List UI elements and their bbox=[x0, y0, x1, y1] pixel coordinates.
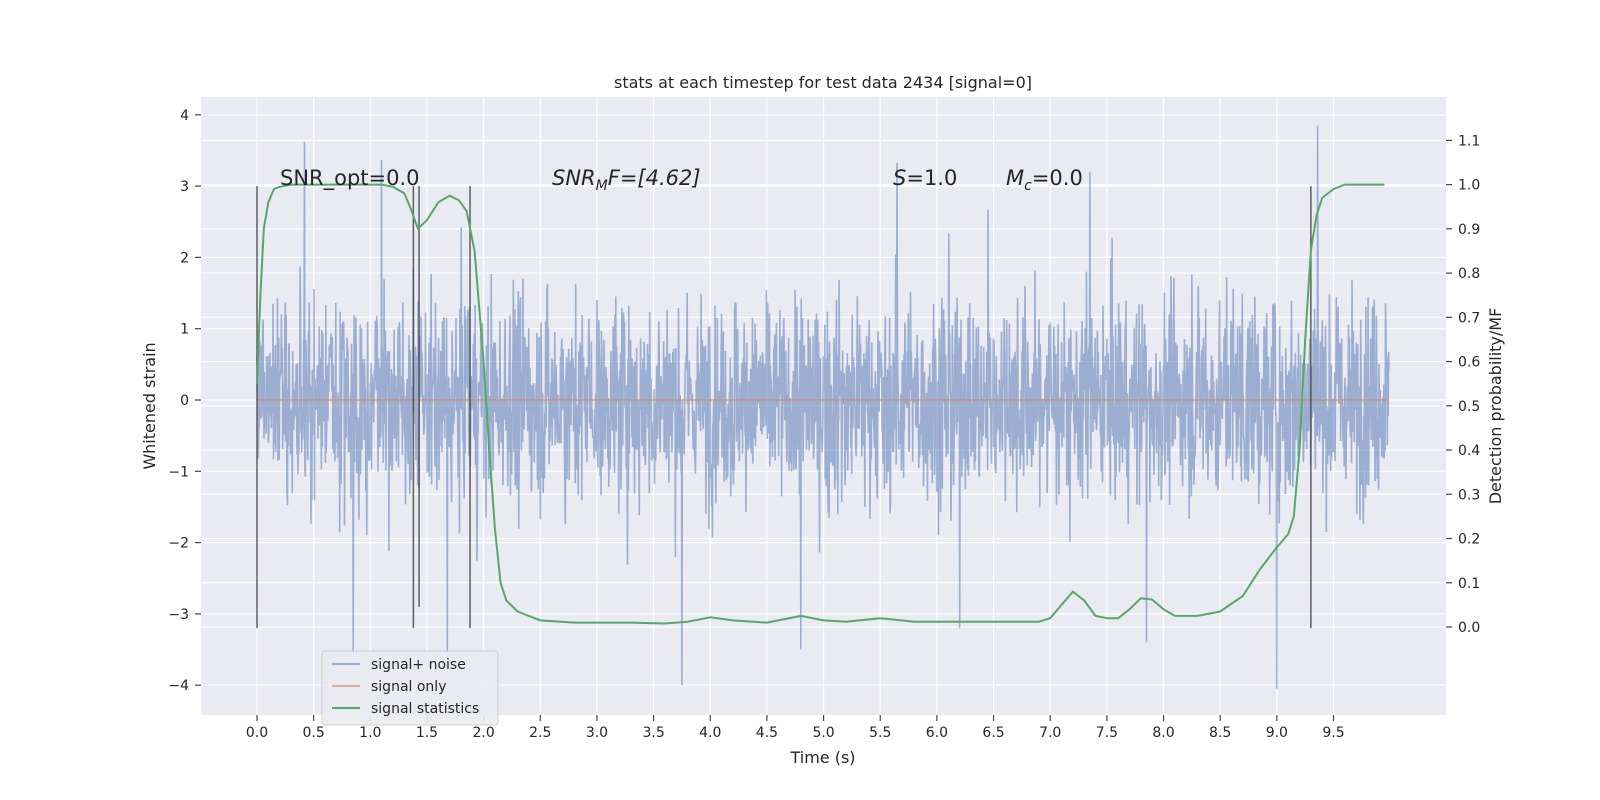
y2-tick-label: 0.4 bbox=[1458, 443, 1480, 459]
annotation-snr-opt: SNR_opt=0.0 bbox=[280, 166, 420, 191]
y-tick-label: 3 bbox=[180, 179, 189, 195]
y2-axis-label: Detection probability/MF bbox=[1486, 308, 1505, 505]
x-tick-label: 1.0 bbox=[359, 725, 381, 741]
y-tick-label: 1 bbox=[180, 322, 189, 338]
x-tick-label: 0.5 bbox=[303, 725, 325, 741]
x-tick-label: 4.5 bbox=[756, 725, 778, 741]
signal-statistics-line bbox=[256, 183, 1385, 625]
legend-label-statistics: signal statistics bbox=[371, 701, 479, 717]
x-tick-label: 0.0 bbox=[246, 725, 268, 741]
y2-tick-label: 1.1 bbox=[1458, 133, 1480, 149]
x-tick-label: 1.5 bbox=[416, 725, 438, 741]
legend: signal+ noise signal only signal statist… bbox=[321, 650, 499, 726]
y2-tick-label: 0.1 bbox=[1458, 576, 1480, 592]
x-tick-label: 6.5 bbox=[982, 725, 1004, 741]
y2-tick-label: 0.2 bbox=[1458, 532, 1480, 548]
signal-plus-noise-line bbox=[256, 125, 1390, 689]
x-tick-label: 8.0 bbox=[1152, 725, 1174, 741]
y2-tick-label: 0.5 bbox=[1458, 399, 1480, 415]
y-tick-label: 4 bbox=[180, 108, 189, 124]
y2-tick-label: 0.3 bbox=[1458, 487, 1480, 503]
legend-label-signal: signal only bbox=[371, 679, 446, 695]
y-tick-label: 2 bbox=[180, 250, 189, 266]
statistics-series bbox=[256, 183, 1385, 625]
chart-title: stats at each timestep for test data 243… bbox=[614, 73, 1032, 92]
x-tick-label: 7.0 bbox=[1039, 725, 1061, 741]
y2-tick-label: 1.0 bbox=[1458, 178, 1480, 194]
x-tick-label: 3.0 bbox=[586, 725, 608, 741]
annotation-snr-mf: SNRMF=[4.62] bbox=[552, 166, 701, 194]
x-tick-label: 6.0 bbox=[926, 725, 948, 741]
axis-ticks: 0.0 0.5 1.0 1.5 2.0 2.5 3.0 3.5 4.0 4.5 5.0 5.5 6.0 6… bbox=[168, 108, 1480, 741]
y2-tick-label: 0.0 bbox=[1458, 620, 1480, 636]
x-tick-label: 9.5 bbox=[1322, 725, 1344, 741]
y2-tick-label: 0.6 bbox=[1458, 355, 1480, 371]
legend-box bbox=[321, 650, 499, 726]
y2-tick-label: 0.9 bbox=[1458, 222, 1480, 238]
legend-label-noise: signal+ noise bbox=[371, 657, 466, 673]
x-tick-label: 8.5 bbox=[1209, 725, 1231, 741]
x-tick-label: 3.5 bbox=[642, 725, 664, 741]
y2-tick-label: 0.8 bbox=[1458, 266, 1480, 282]
y-axis-label: Whitened strain bbox=[140, 342, 159, 469]
annotation-s: S=1.0 bbox=[893, 166, 957, 190]
x-tick-label: 5.0 bbox=[812, 725, 834, 741]
marker-lines bbox=[256, 186, 1312, 629]
x-tick-label: 2.0 bbox=[472, 725, 494, 741]
y-tick-label: −1 bbox=[168, 464, 189, 480]
x-tick-label: 9.0 bbox=[1266, 725, 1288, 741]
y2-tick-label: 0.7 bbox=[1458, 310, 1480, 326]
annotation-mc: Mc=0.0 bbox=[1006, 166, 1083, 194]
y-tick-label: −2 bbox=[168, 536, 189, 552]
y-tick-label: −3 bbox=[168, 607, 189, 623]
x-tick-label: 2.5 bbox=[529, 725, 551, 741]
x-tick-label: 5.5 bbox=[869, 725, 891, 741]
x-axis-label: Time (s) bbox=[789, 748, 855, 767]
y-tick-label: −4 bbox=[168, 678, 189, 694]
x-tick-label: 4.0 bbox=[699, 725, 721, 741]
x-tick-label: 7.5 bbox=[1096, 725, 1118, 741]
noise-series bbox=[256, 125, 1390, 689]
y-tick-label: 0 bbox=[180, 393, 189, 409]
